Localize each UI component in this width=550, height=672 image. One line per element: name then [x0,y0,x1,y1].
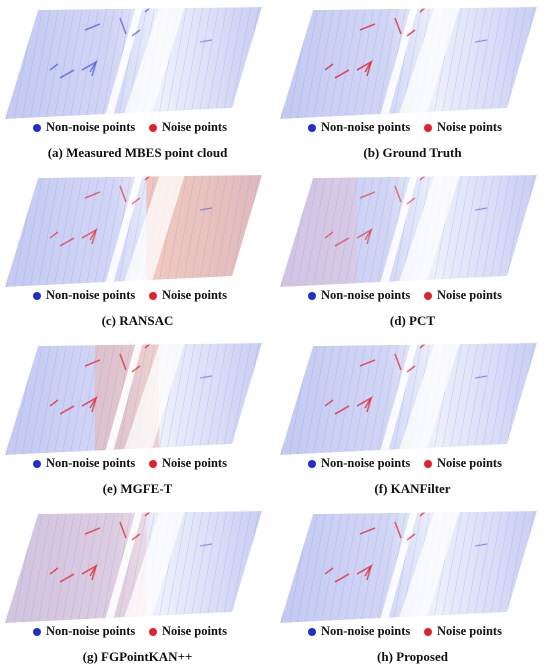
panel-f: Non-noise points Noise points (f) KANFilte… [275,336,550,504]
panel-caption: (f) KANFilter [374,481,451,496]
legend-label-non-noise: Non-noise points [321,288,411,302]
blue-dot-icon [33,459,41,468]
legend-label-noise: Noise points [437,120,502,134]
legend-label-noise: Noise points [437,456,502,470]
legend-item-non-noise: Non-noise points [308,288,410,303]
legend-label-non-noise: Non-noise points [46,624,136,638]
blue-dot-icon [308,291,316,300]
legend-label-noise: Noise points [162,624,227,638]
blue-dot-icon [308,123,316,132]
legend-item-non-noise: Non-noise points [308,456,410,471]
point-cloud-image [5,175,262,287]
legend-item-non-noise: Non-noise points [33,456,135,471]
legend: Non-noise points Noise points [275,624,550,642]
panel-caption: (h) Proposed [377,649,448,664]
legend-label-non-noise: Non-noise points [46,288,136,302]
legend-label-non-noise: Non-noise points [321,456,411,470]
legend-label-noise: Noise points [437,288,502,302]
red-dot-icon [149,123,157,132]
point-cloud-image [280,511,537,623]
legend-item-noise: Noise points [424,624,502,639]
legend-item-noise: Noise points [149,288,227,303]
panel-g: Non-noise points Noise points (g) FGPointK… [0,504,275,672]
point-cloud-image [5,343,262,455]
blue-dot-icon [308,459,316,468]
legend-label-non-noise: Non-noise points [321,120,411,134]
legend-item-noise: Noise points [424,120,502,135]
panel-h: Non-noise points Noise points (h) Proposed [275,504,550,672]
panel-d: Non-noise points Noise points (d) PCT [275,168,550,336]
panel-a: Non-noise points Noise points (a) Measured… [0,0,275,168]
legend-label-non-noise: Non-noise points [46,456,136,470]
legend-item-non-noise: Non-noise points [33,624,135,639]
point-cloud-image [5,511,262,623]
legend-item-noise: Noise points [149,120,227,135]
red-dot-icon [424,123,432,132]
blue-dot-icon [33,123,41,132]
legend-item-non-noise: Non-noise points [33,288,135,303]
legend: Non-noise points Noise points [275,120,550,138]
legend-item-noise: Noise points [424,288,502,303]
legend-item-non-noise: Non-noise points [308,120,410,135]
panel-caption: (c) RANSAC [101,313,174,328]
legend-item-non-noise: Non-noise points [308,624,410,639]
panel-caption: (b) Ground Truth [363,145,462,160]
point-cloud-image [280,175,537,287]
red-dot-icon [149,291,157,300]
legend-label-noise: Noise points [162,288,227,302]
panel-caption: (d) PCT [389,313,436,328]
legend: Non-noise points Noise points [275,288,550,306]
red-dot-icon [149,627,157,636]
legend-item-noise: Noise points [424,456,502,471]
legend: Non-noise points Noise points [0,456,275,474]
legend-item-non-noise: Non-noise points [33,120,135,135]
legend-label-noise: Noise points [437,624,502,638]
blue-dot-icon [33,627,41,636]
point-cloud-image [280,7,537,119]
blue-dot-icon [33,291,41,300]
panel-e: Non-noise points Noise points (e) MGFE-T [0,336,275,504]
legend-label-noise: Noise points [162,120,227,134]
blue-dot-icon [308,627,316,636]
red-dot-icon [149,459,157,468]
red-dot-icon [424,459,432,468]
point-cloud-image [280,343,537,455]
legend-item-noise: Noise points [149,456,227,471]
point-cloud-image [5,7,262,119]
panel-caption: (e) MGFE-T [102,481,173,496]
panel-b: Non-noise points Noise points (b) Ground T… [275,0,550,168]
legend-label-noise: Noise points [162,456,227,470]
legend-label-non-noise: Non-noise points [321,624,411,638]
panel-c: Non-noise points Noise points (c) RANSAC [0,168,275,336]
legend: Non-noise points Noise points [275,456,550,474]
legend: Non-noise points Noise points [0,120,275,138]
panel-caption: (g) FGPointKAN++ [82,649,193,664]
red-dot-icon [424,627,432,636]
legend-item-noise: Noise points [149,624,227,639]
red-dot-icon [424,291,432,300]
legend-label-non-noise: Non-noise points [46,120,136,134]
panel-caption: (a) Measured MBES point cloud [47,145,228,160]
legend: Non-noise points Noise points [0,624,275,642]
legend: Non-noise points Noise points [0,288,275,306]
